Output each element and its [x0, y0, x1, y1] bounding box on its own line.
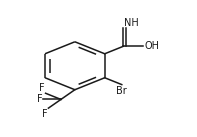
Text: NH: NH — [125, 18, 139, 28]
Text: Br: Br — [116, 86, 127, 96]
Text: F: F — [42, 109, 47, 119]
Text: OH: OH — [144, 41, 159, 51]
Text: F: F — [39, 83, 45, 93]
Text: F: F — [37, 94, 42, 104]
